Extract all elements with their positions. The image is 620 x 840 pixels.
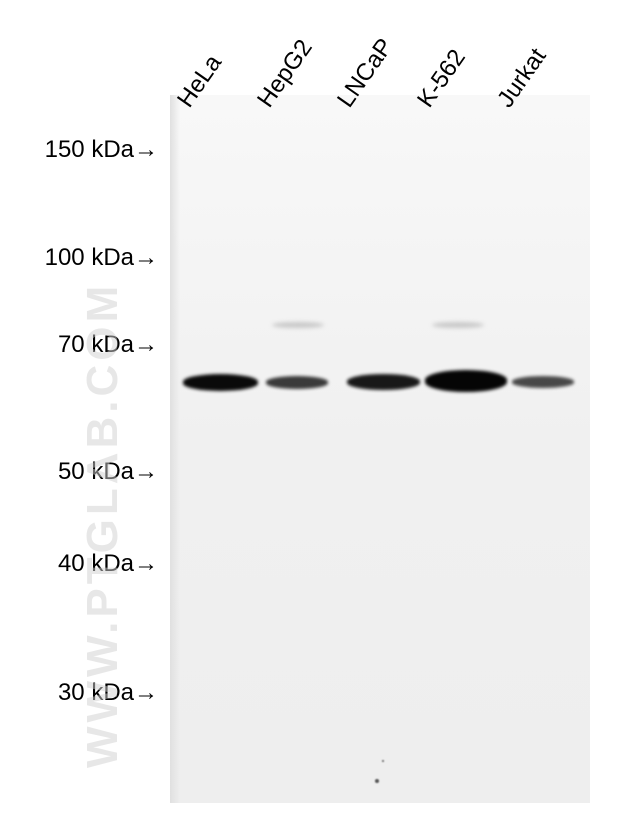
dust-spot-0 (375, 779, 379, 783)
faint-band-1 (432, 322, 484, 328)
mw-marker-0: 150 kDa→ (45, 136, 158, 164)
band-lane-0 (183, 374, 258, 391)
band-lane-3 (425, 370, 507, 392)
watermark-text: WWW.PTGLAB.COM (78, 282, 128, 768)
band-lane-2 (347, 374, 420, 390)
mw-marker-1: 100 kDa→ (45, 244, 158, 272)
faint-band-0 (272, 322, 324, 328)
dust-spot-1 (382, 760, 384, 762)
blot-container: WWW.PTGLAB.COM 150 kDa→100 kDa→70 kDa→50… (0, 0, 620, 840)
band-lane-1 (266, 376, 328, 389)
band-lane-4 (512, 376, 574, 388)
blot-membrane (170, 95, 590, 803)
